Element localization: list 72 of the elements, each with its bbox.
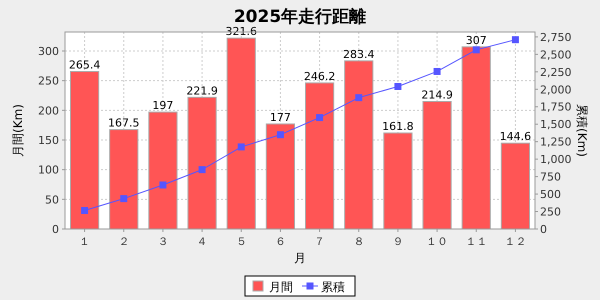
data-label: 161.8 [382, 120, 414, 133]
point [512, 36, 519, 44]
y-axis-title: 月間(Km) [11, 104, 25, 157]
y2-tick-label: 750 [540, 170, 561, 184]
y2-tick-label: 2,750 [540, 30, 572, 44]
point [434, 68, 441, 75]
x-tick-label: １２ [504, 235, 526, 248]
x-tick-label: ７ [314, 235, 326, 248]
y2-tick-label: 2,000 [540, 83, 572, 96]
y-tick-label: 150 [38, 134, 59, 147]
x-tick-label: １１ [465, 235, 488, 248]
data-label: 177 [270, 110, 291, 124]
legend-label: 累積 [321, 280, 345, 294]
bar [109, 129, 138, 230]
point [238, 143, 245, 150]
point [394, 82, 402, 90]
point [120, 195, 128, 202]
bar [226, 38, 256, 230]
x-axis-title: 月 [294, 251, 306, 265]
y-tick-label: 0 [52, 223, 59, 236]
bar [383, 132, 413, 230]
point [355, 94, 362, 102]
data-label: 197 [152, 99, 174, 112]
y2-tick-label: 500 [540, 188, 561, 202]
x-tick-label: ５ [236, 235, 247, 248]
legend-label: 月間 [269, 280, 293, 294]
bar [304, 82, 334, 230]
bar [70, 71, 100, 230]
data-label: 307 [466, 34, 487, 47]
y-tick-label: 250 [38, 74, 59, 88]
x-tick-label: １ [79, 235, 90, 248]
data-label: 144.6 [500, 130, 532, 144]
data-label: 283.4 [343, 48, 374, 61]
data-label: 265.4 [68, 58, 100, 72]
bar [462, 46, 491, 230]
x-tick-label: １０ [426, 235, 448, 248]
y-tick-label: 100 [38, 164, 59, 177]
y2-tick-label: 250 [540, 206, 561, 219]
bar [148, 112, 178, 230]
y2-tick-label: 2,500 [540, 48, 572, 62]
x-tick-label: ２ [118, 235, 130, 248]
point [316, 114, 324, 122]
point [159, 181, 166, 188]
y2-tick-label: 0 [540, 223, 547, 236]
y2-tick-label: 1,250 [540, 136, 572, 149]
chart-title: 2025年走行距離 [234, 7, 366, 27]
data-label: 167.5 [108, 116, 140, 130]
y2-tick-label: 1,750 [540, 100, 572, 114]
y-tick-label: 50 [45, 193, 59, 206]
bar [266, 123, 296, 230]
y2-axis-title: 累積(Km) [575, 104, 589, 157]
y2-tick-label: 1,500 [540, 118, 572, 132]
point [276, 131, 284, 138]
y2-tick-label: 1,000 [540, 153, 572, 166]
bar [187, 96, 217, 230]
point [472, 46, 480, 54]
data-label: 246.2 [304, 70, 336, 83]
bar [422, 100, 452, 230]
y-tick-label: 300 [38, 44, 59, 58]
data-label: 214.9 [421, 88, 453, 102]
data-label: 221.9 [186, 84, 218, 98]
bar [344, 60, 374, 230]
x-tick-label: ３ [157, 235, 168, 248]
bar [500, 142, 530, 230]
x-tick-label: ９ [392, 235, 404, 248]
point [81, 206, 88, 214]
x-tick-label: ６ [274, 235, 286, 248]
y-tick-label: 200 [38, 104, 59, 118]
point [198, 166, 206, 174]
y2-tick-label: 2,250 [540, 66, 572, 79]
x-tick-label: ４ [196, 235, 208, 248]
x-tick-label: ８ [353, 235, 364, 248]
